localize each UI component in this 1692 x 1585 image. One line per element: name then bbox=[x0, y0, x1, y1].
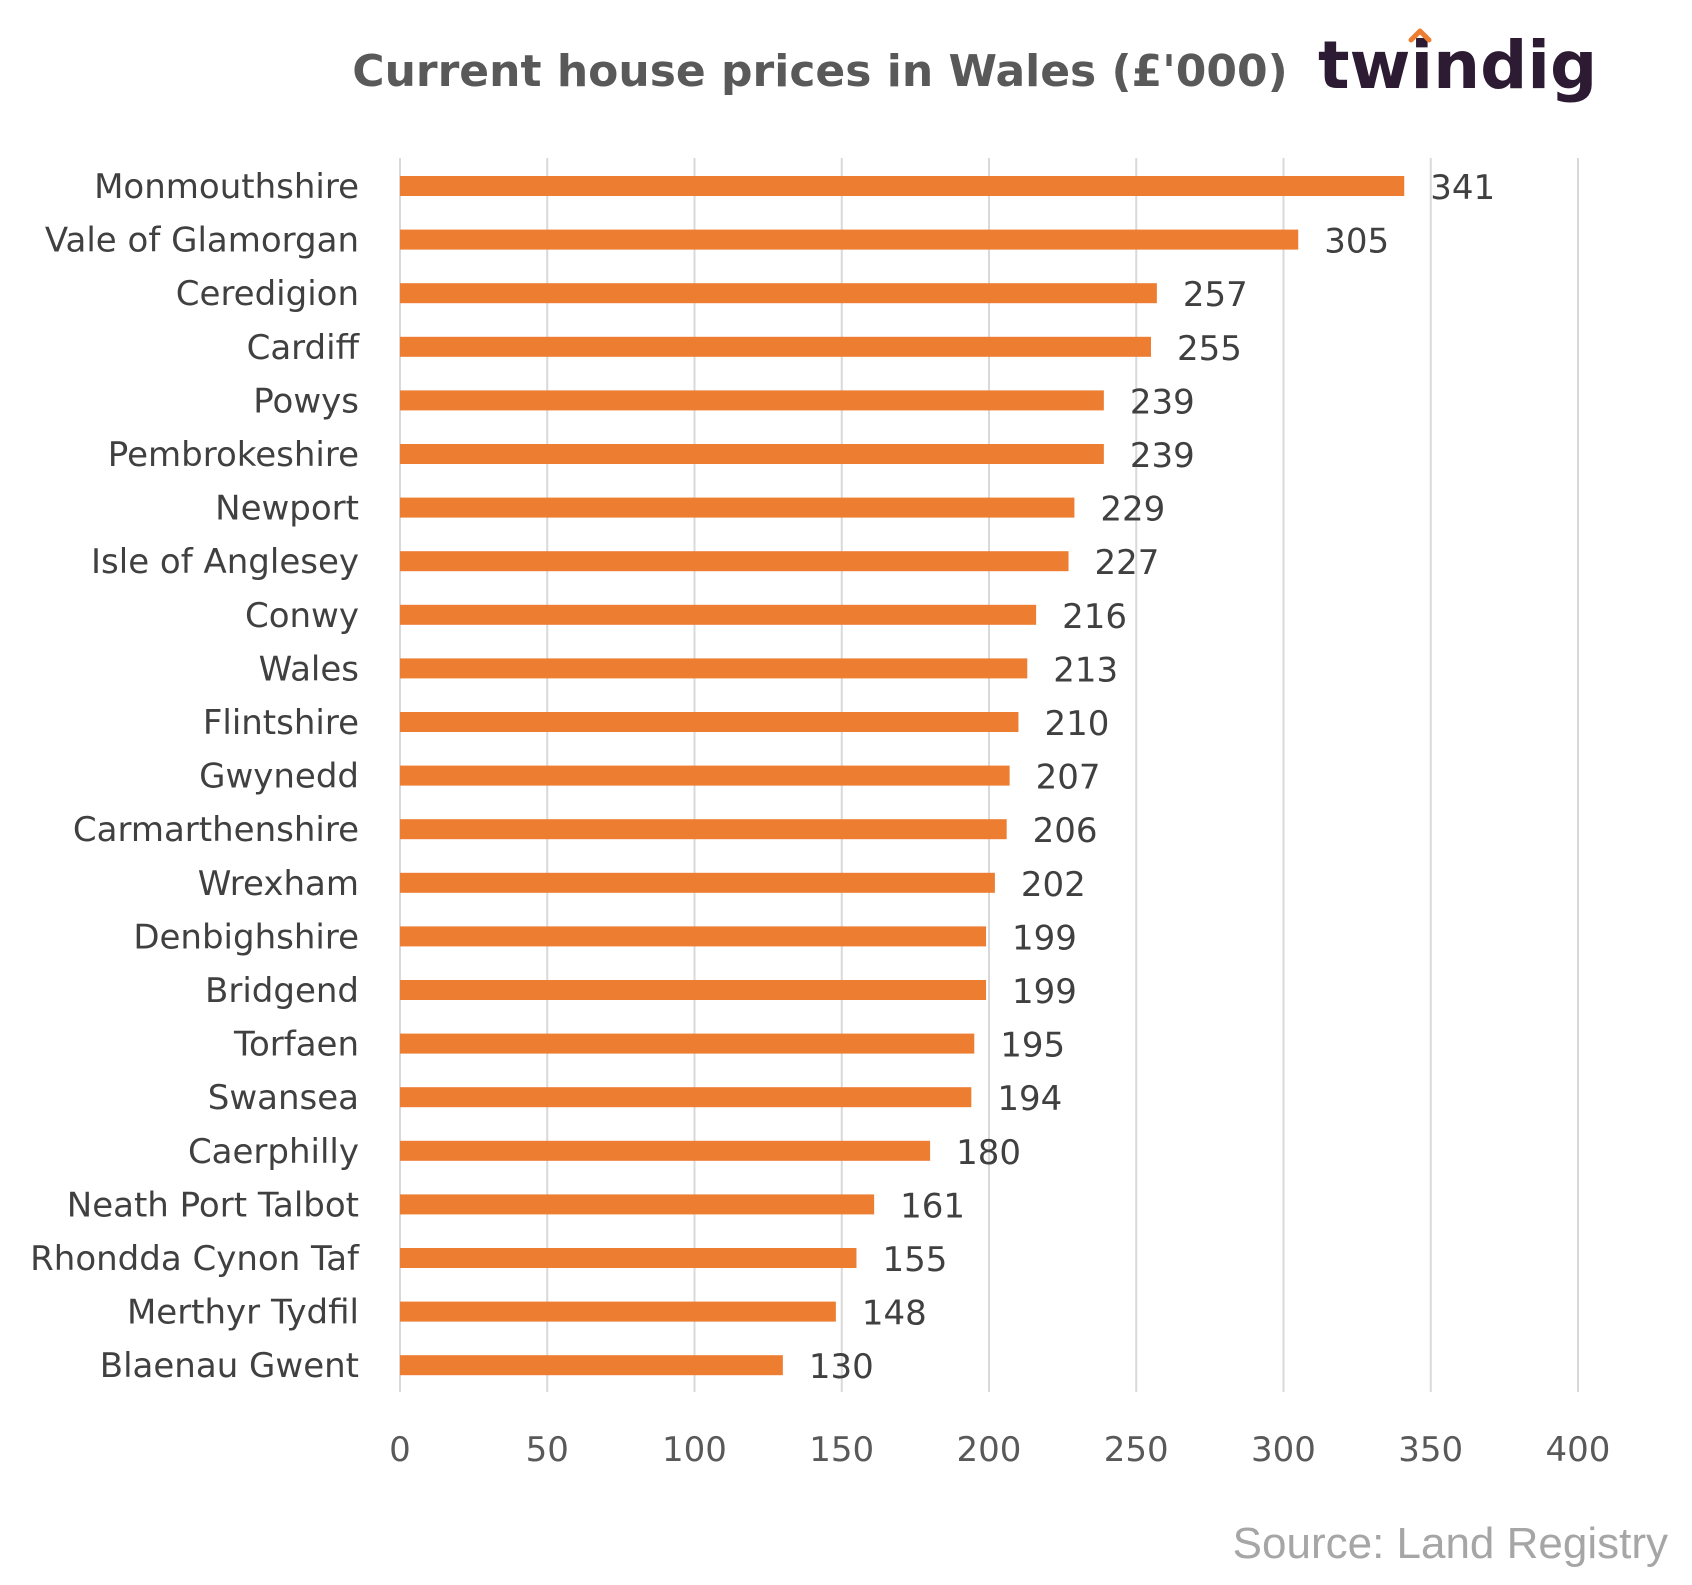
bar bbox=[400, 604, 1037, 625]
logo-roof-icon bbox=[1408, 28, 1432, 43]
value-label: 202 bbox=[1021, 865, 1086, 905]
x-tick-label: 50 bbox=[526, 1430, 569, 1470]
category-label: Monmouthshire bbox=[94, 167, 359, 207]
x-axis-tick-labels: 0 50 100 150 200 250 300 350 400 bbox=[389, 1430, 1610, 1470]
category-label: Merthyr Tydfil bbox=[127, 1293, 359, 1333]
x-tick-label: 300 bbox=[1251, 1430, 1316, 1470]
value-label: 195 bbox=[1000, 1026, 1065, 1066]
logo-text: twindig bbox=[1318, 27, 1597, 104]
category-label: Gwynedd bbox=[199, 757, 359, 797]
value-label: 148 bbox=[862, 1294, 927, 1334]
category-label: Ceredigion bbox=[176, 274, 359, 314]
bar bbox=[400, 1140, 931, 1161]
category-label: Newport bbox=[215, 489, 359, 529]
chart-title: Current house prices in Wales (£'000) bbox=[352, 46, 1287, 97]
value-label: 305 bbox=[1324, 222, 1389, 262]
value-label: 239 bbox=[1130, 382, 1195, 422]
x-tick-label: 250 bbox=[1104, 1430, 1169, 1470]
bar bbox=[400, 336, 1151, 357]
value-label: 199 bbox=[1012, 918, 1077, 958]
category-label: Carmarthenshire bbox=[73, 810, 359, 850]
source-note: Source: Land Registry bbox=[1233, 1519, 1668, 1568]
value-label: 180 bbox=[956, 1133, 1021, 1173]
category-label: Blaenau Gwent bbox=[100, 1346, 359, 1386]
value-label: 216 bbox=[1062, 597, 1127, 637]
category-label: Wales bbox=[259, 649, 359, 689]
twindig-logo: twindig bbox=[1318, 27, 1597, 104]
category-label: Vale of Glamorgan bbox=[45, 221, 359, 261]
category-labels: Monmouthshire Vale of Glamorgan Ceredigion… bbox=[30, 167, 360, 1386]
category-label: Swansea bbox=[208, 1078, 359, 1118]
category-label: Torfaen bbox=[233, 1025, 359, 1065]
bars bbox=[400, 176, 1405, 1376]
bar bbox=[400, 444, 1104, 464]
category-label: Pembrokeshire bbox=[108, 435, 359, 475]
bar bbox=[400, 1194, 875, 1215]
value-label: 341 bbox=[1430, 168, 1495, 208]
bar bbox=[400, 658, 1028, 679]
category-label: Powys bbox=[253, 381, 359, 421]
value-label: 207 bbox=[1036, 758, 1101, 798]
bar bbox=[400, 551, 1069, 572]
bar bbox=[400, 1033, 975, 1054]
category-label: Denbighshire bbox=[133, 917, 359, 957]
category-label: Conwy bbox=[245, 596, 359, 636]
bar bbox=[400, 980, 987, 1000]
bar bbox=[400, 1355, 783, 1376]
category-label: Wrexham bbox=[198, 864, 359, 904]
bar bbox=[400, 176, 1405, 196]
category-label: Flintshire bbox=[203, 703, 359, 743]
bar bbox=[400, 229, 1299, 250]
value-label: 199 bbox=[1012, 972, 1077, 1012]
value-label: 257 bbox=[1183, 275, 1248, 315]
x-tick-label: 0 bbox=[389, 1430, 411, 1470]
x-tick-label: 400 bbox=[1546, 1430, 1611, 1470]
value-label: 155 bbox=[882, 1240, 947, 1280]
bar bbox=[400, 765, 1010, 786]
value-label: 239 bbox=[1130, 436, 1195, 476]
bar bbox=[400, 872, 995, 893]
value-label: 255 bbox=[1177, 329, 1242, 369]
bar bbox=[400, 283, 1157, 304]
x-tick-label: 150 bbox=[809, 1430, 874, 1470]
bar bbox=[400, 390, 1104, 411]
bar bbox=[400, 497, 1075, 518]
value-labels: 341 305 257 255 239 239 229 227 216 213 210 207 206 2… bbox=[809, 168, 1495, 1387]
category-label: Neath Port Talbot bbox=[67, 1185, 359, 1225]
bar bbox=[400, 926, 987, 947]
category-label: Cardiff bbox=[247, 328, 361, 368]
category-label: Caerphilly bbox=[188, 1132, 359, 1172]
value-label: 229 bbox=[1100, 490, 1165, 530]
value-label: 194 bbox=[997, 1079, 1062, 1119]
x-tick-label: 350 bbox=[1398, 1430, 1463, 1470]
bar bbox=[400, 1087, 972, 1108]
value-label: 130 bbox=[809, 1347, 874, 1387]
value-label: 206 bbox=[1033, 811, 1098, 851]
bar bbox=[400, 819, 1007, 840]
x-tick-label: 100 bbox=[662, 1430, 727, 1470]
bar bbox=[400, 1301, 836, 1322]
category-label: Isle of Anglesey bbox=[91, 542, 359, 582]
value-label: 161 bbox=[900, 1186, 965, 1226]
x-tick-label: 200 bbox=[957, 1430, 1022, 1470]
value-label: 213 bbox=[1053, 650, 1118, 690]
value-label: 227 bbox=[1095, 543, 1160, 583]
bar bbox=[400, 1248, 857, 1268]
bar bbox=[400, 712, 1019, 732]
value-label: 210 bbox=[1044, 704, 1109, 744]
category-label: Bridgend bbox=[205, 971, 359, 1011]
category-label: Rhondda Cynon Taf bbox=[30, 1239, 360, 1279]
